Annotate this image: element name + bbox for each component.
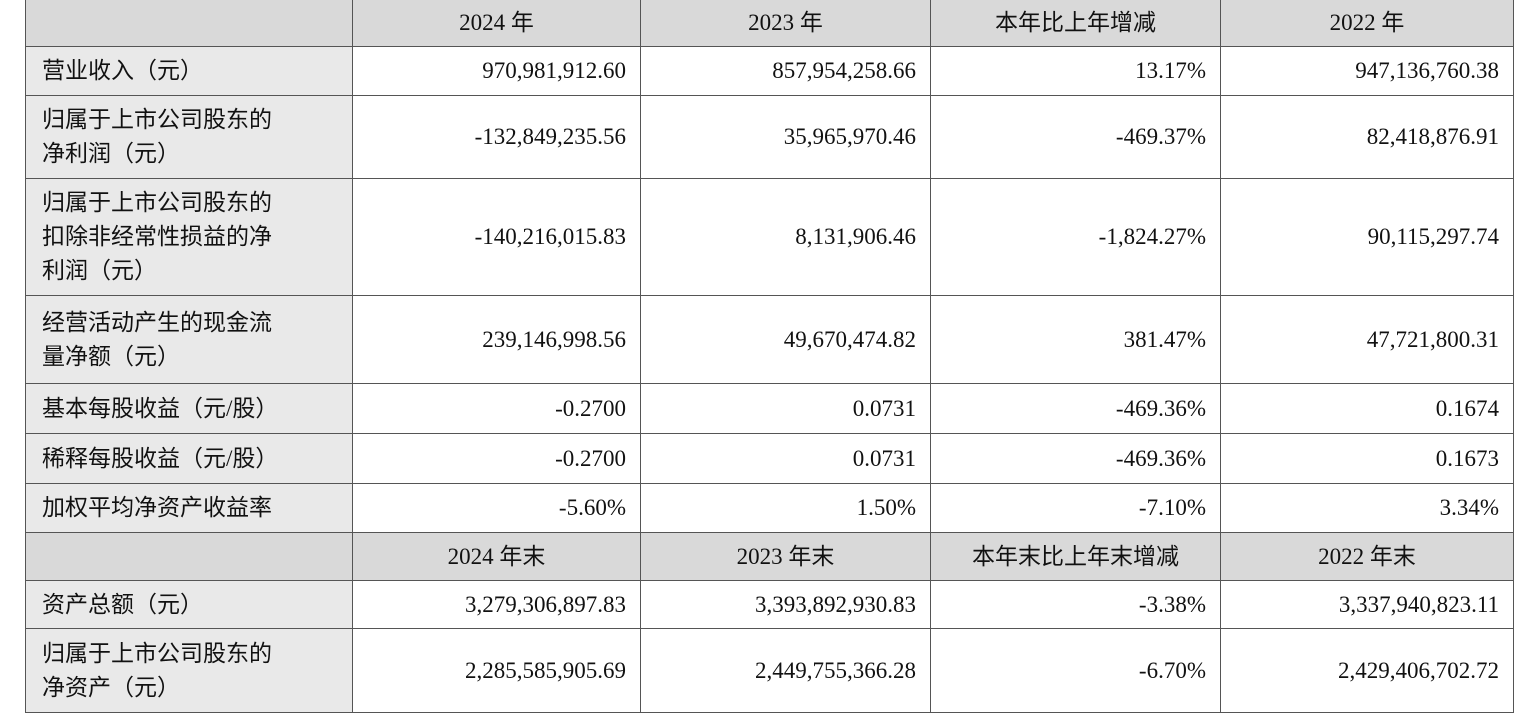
value-cell: 970,981,912.60 (352, 46, 641, 96)
value-cell: 2,449,755,366.28 (640, 628, 931, 713)
header-row: 2024 年 2023 年本年比上年增减 2022 年 (25, 0, 1514, 47)
row-label: 稀释每股收益（元/股） (25, 433, 353, 484)
value-cell: -469.37% (930, 95, 1221, 179)
value-cell: 3,337,940,823.11 (1220, 580, 1514, 629)
row-label: 加权平均净资产收益率 (25, 483, 353, 533)
value-cell: 239,146,998.56 (352, 295, 641, 384)
value-cell: -1,824.27% (930, 178, 1221, 296)
value-cell: -5.60% (352, 483, 641, 533)
value-cell: -140,216,015.83 (352, 178, 641, 296)
value-cell: -0.2700 (352, 383, 641, 434)
value-cell: 13.17% (930, 46, 1221, 96)
row-label: 基本每股收益（元/股） (25, 383, 353, 434)
row-label-line: 归属于上市公司股东的 (42, 107, 272, 132)
value-cell: 0.0731 (640, 383, 931, 434)
row-label-line: 基本每股收益（元/股） (42, 395, 279, 421)
value-cell: 3,393,892,930.83 (640, 580, 931, 629)
value-cell: 0.1674 (1220, 383, 1514, 434)
table-row: 加权平均净资产收益率 -5.60% 1.50% -7.10% 3.34% (25, 483, 1514, 533)
row-label-line: 加权平均净资产收益率 (42, 495, 272, 520)
value-cell: -0.2700 (352, 433, 641, 484)
row-label-line: 经营活动产生的现金流 (42, 309, 272, 335)
table-row: 归属于上市公司股东的 净利润（元） -132,849,235.56 35,965,97… (25, 95, 1514, 179)
value-cell: 1.50% (640, 483, 931, 533)
row-label-line: 净利润（元） (42, 141, 180, 166)
row-label: 营业收入（元） (25, 46, 353, 96)
value-cell: 35,965,970.46 (640, 95, 931, 179)
value-cell: -7.10% (930, 483, 1221, 533)
row-label-line: 扣除非经常性损益的净 (42, 224, 272, 249)
table-row: 归属于上市公司股东的 扣除非经常性损益的净 利润（元） -140,216,015.83… (25, 178, 1514, 296)
row-label: 资产总额（元） (25, 580, 353, 629)
table-row: 基本每股收益（元/股） -0.2700 0.0731 -469.36% 0.1674 (25, 383, 1514, 434)
row-label: 归属于上市公司股东的 净资产（元） (25, 628, 353, 713)
value-cell: 0.1673 (1220, 433, 1514, 484)
row-label-line: 量净额（元） (42, 343, 180, 369)
value-cell: 381.47% (930, 295, 1221, 384)
column-header: 2023 年末 (640, 532, 931, 581)
column-header: 本年比上年增减 (930, 0, 1221, 47)
value-cell: 3,279,306,897.83 (352, 580, 641, 629)
table-row: 归属于上市公司股东的 净资产（元） 2,285,585,905.69 2,449,75… (25, 628, 1514, 713)
column-header: 2023 年 (640, 0, 931, 47)
row-label-line: 营业收入（元） (42, 58, 203, 83)
row-label-line: 归属于上市公司股东的 (42, 640, 272, 666)
value-cell: -469.36% (930, 383, 1221, 434)
value-cell: 8,131,906.46 (640, 178, 931, 296)
row-label-line: 稀释每股收益（元/股） (42, 445, 279, 471)
column-header: 2024 年末 (352, 532, 641, 581)
row-label-line: 净资产（元） (42, 674, 180, 700)
value-cell: -469.36% (930, 433, 1221, 484)
value-cell: 49,670,474.82 (640, 295, 931, 384)
header-row: 2024 年末 2023 年末 本年末比上年末增减 2022 年末 (25, 532, 1514, 581)
row-label-line: 归属于上市公司股东的 (42, 190, 272, 215)
value-cell: 857,954,258.66 (640, 46, 931, 96)
column-header (25, 532, 353, 581)
value-cell: 47,721,800.31 (1220, 295, 1514, 384)
value-cell: 82,418,876.91 (1220, 95, 1514, 179)
column-header: 2024 年 (352, 0, 641, 47)
column-header: 2022 年 (1220, 0, 1514, 47)
column-header: 本年末比上年末增减 (930, 532, 1221, 581)
column-header: 2022 年末 (1220, 532, 1514, 581)
table-row: 资产总额（元） 3,279,306,897.83 3,393,892,930.83-… (25, 580, 1514, 629)
value-cell: 2,285,585,905.69 (352, 628, 641, 713)
row-label: 经营活动产生的现金流 量净额（元） (25, 295, 353, 384)
row-label: 归属于上市公司股东的 扣除非经常性损益的净 利润（元） (25, 178, 353, 296)
row-label-line: 利润（元） (42, 258, 157, 283)
value-cell: -6.70% (930, 628, 1221, 713)
table-row: 稀释每股收益（元/股） -0.2700 0.0731 -469.36% 0.1673 (25, 433, 1514, 484)
value-cell: 0.0731 (640, 433, 931, 484)
value-cell: 3.34% (1220, 483, 1514, 533)
financial-summary-table: 2024 年 2023 年本年比上年增减 2022 年营业收入（元） 970,981,… (25, 0, 1514, 713)
value-cell: -3.38% (930, 580, 1221, 629)
table-row: 经营活动产生的现金流 量净额（元） 239,146,998.56 49,670,474… (25, 295, 1514, 384)
value-cell: 2,429,406,702.72 (1220, 628, 1514, 713)
value-cell: -132,849,235.56 (352, 95, 641, 179)
value-cell: 90,115,297.74 (1220, 178, 1514, 296)
table-row: 营业收入（元） 970,981,912.60 857,954,258.66 13.17… (25, 46, 1514, 96)
row-label-line: 资产总额（元） (42, 591, 203, 617)
value-cell: 947,136,760.38 (1220, 46, 1514, 96)
column-header (25, 0, 353, 47)
row-label: 归属于上市公司股东的 净利润（元） (25, 95, 353, 179)
